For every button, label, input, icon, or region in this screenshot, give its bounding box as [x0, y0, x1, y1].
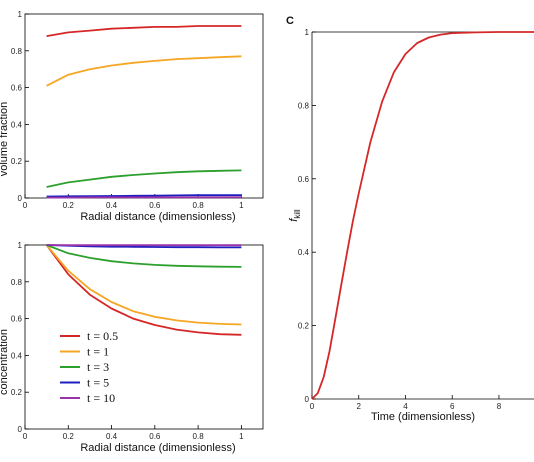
x-tick-label: 0.2 — [63, 432, 75, 441]
panel-label: C — [286, 15, 294, 27]
y-tick-label: 0.2 — [11, 157, 23, 166]
y-tick-label: 0.4 — [298, 248, 310, 257]
y-tick-label: 1 — [18, 10, 23, 19]
legend-label: t = 1 — [87, 345, 109, 359]
x-tick-label: 2 — [357, 402, 362, 411]
x-tick-label: 0.6 — [149, 432, 161, 441]
x-tick-label: 0.6 — [149, 201, 161, 210]
y-tick-label: 0.8 — [11, 278, 23, 287]
x-tick-label: 1 — [239, 201, 244, 210]
series-line-1 — [45, 244, 242, 326]
y-tick-label: 1 — [305, 28, 310, 37]
x-tick-label: 6 — [450, 402, 455, 411]
y-tick-label: 0.8 — [298, 101, 310, 110]
y-axis-label-subscript: kill — [293, 209, 302, 219]
y-tick-label: 0 — [18, 425, 23, 434]
series-line-0 — [45, 244, 242, 336]
series-line-3 — [46, 194, 242, 198]
x-tick-label: 0.2 — [63, 201, 75, 210]
panel-volume-fraction: 0 0.2 0.4 0.6 0.8 1 0 0.2 0.4 0.6 0.8 1 Radial dista… — [0, 10, 264, 223]
x-tick-label: 8 — [497, 402, 502, 411]
y-tick-label: 0.6 — [298, 175, 310, 184]
x-tick-label: 0.4 — [106, 432, 118, 441]
x-tick-label: 0 — [23, 432, 28, 441]
series-line-2 — [46, 169, 242, 188]
x-tick-label: 4 — [403, 402, 408, 411]
x-tick-label: 0.8 — [193, 432, 205, 441]
panel-concentration: 0 0.2 0.4 0.6 0.8 1 0 0.2 0.4 0.6 0.8 1 Radial dista… — [0, 241, 264, 454]
series-line-4 — [46, 196, 242, 199]
legend-label: t = 5 — [87, 376, 109, 390]
y-tick-label: 0.2 — [11, 388, 23, 397]
x-tick-label: 0 — [23, 201, 28, 210]
y-tick-label: 0.6 — [11, 84, 23, 93]
series-line-0 — [46, 25, 242, 37]
x-axis-label: Radial distance (dimensionless) — [80, 442, 235, 454]
series-line-1 — [46, 55, 242, 87]
y-tick-label: 0.4 — [11, 120, 23, 129]
y-axis-label: volume fraction — [0, 102, 10, 177]
y-tick-label: 1 — [18, 241, 23, 250]
y-tick-label: 0.4 — [11, 351, 23, 360]
x-tick-label: 0.4 — [106, 201, 118, 210]
legend-label: t = 10 — [87, 391, 115, 405]
x-tick-label: 0.8 — [193, 201, 205, 210]
x-axis-label: Time (dimensionless) — [371, 411, 475, 423]
y-tick-label: 0 — [18, 194, 23, 203]
y-tick-label: 0.6 — [11, 315, 23, 324]
x-tick-label: 0 — [310, 402, 315, 411]
legend-label: t = 3 — [87, 360, 109, 374]
series-line-2 — [46, 244, 242, 268]
x-axis-label: Radial distance (dimensionless) — [80, 211, 235, 223]
panel-fkill: 0 2 4 6 8 0 0.2 0.4 0.6 0.8 1 Time (dimensionless) f… — [286, 15, 534, 423]
y-axis-label-main: f — [288, 218, 300, 222]
y-tick-label: 0 — [305, 395, 310, 404]
legend-label: t = 0.5 — [87, 329, 118, 343]
y-axis-label: concentration — [0, 329, 10, 395]
y-tick-label: 0.8 — [11, 47, 23, 56]
y-axis-label: fkill — [288, 209, 302, 222]
y-tick-label: 0.2 — [298, 322, 310, 331]
series-line-0 — [311, 31, 534, 400]
x-tick-label: 1 — [239, 432, 244, 441]
